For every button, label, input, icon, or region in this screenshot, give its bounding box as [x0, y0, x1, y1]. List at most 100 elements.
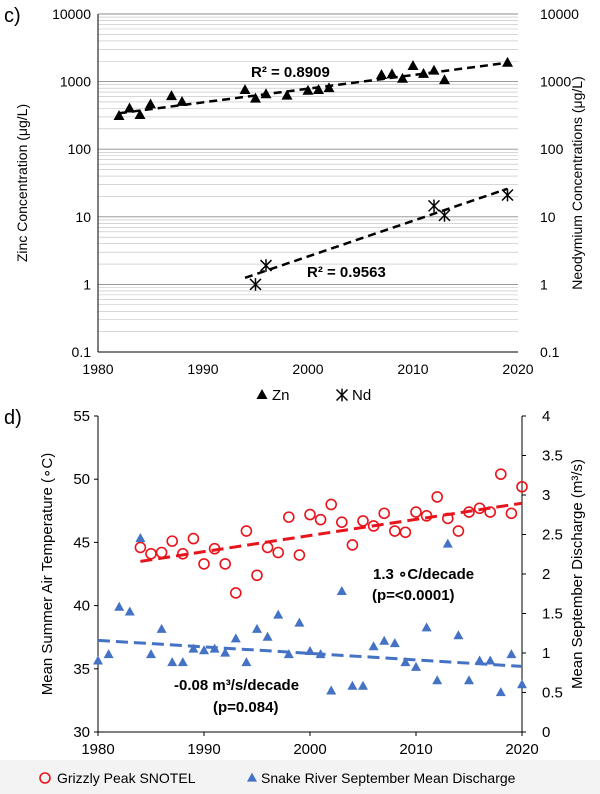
c-zn-point [281, 89, 293, 100]
c-zn-point [113, 110, 125, 120]
d-discharge-point [315, 649, 326, 659]
d-ytick-left: 45 [73, 534, 90, 551]
d-temp-point [155, 546, 168, 559]
d-discharge-point [400, 657, 411, 667]
d-temp-point [399, 526, 412, 539]
d-ylabel-left: Mean Summer Air Temperature (∘C) [39, 453, 56, 696]
c-zn-point [323, 82, 335, 93]
d-temp-point [357, 515, 369, 527]
d-discharge-point [506, 649, 517, 659]
c-zn-point [376, 69, 387, 80]
d-ytick-left: 55 [73, 408, 90, 425]
d-temp-point [208, 542, 221, 555]
d-temp-point [325, 498, 338, 511]
d-discharge-point [241, 657, 252, 667]
d-temp-point [272, 546, 285, 559]
d-discharge-point [252, 623, 262, 633]
d-discharge-point [283, 649, 294, 659]
d-discharge-point [347, 680, 358, 690]
d-temp-point [145, 547, 157, 560]
c-zn-point [124, 102, 135, 113]
c-panel-label: c) [4, 5, 21, 27]
c-zn-point [302, 84, 314, 95]
c-zn-point [313, 84, 324, 95]
d-temp-annotation-rate: 1.3 ∘C/decade [373, 566, 474, 583]
d-temp-point [198, 558, 210, 570]
c-ytick-left: 10 [75, 209, 91, 225]
d-temp-point [463, 506, 475, 518]
c-xtick: 2010 [397, 361, 428, 377]
c-ytick-right: 1000 [540, 74, 571, 90]
d-discharge-point [453, 630, 464, 640]
d-ytick-right: 3 [542, 487, 550, 504]
d-ytick-left: 30 [73, 724, 90, 741]
d-discharge-point [188, 643, 199, 653]
d-discharge-point [146, 649, 156, 659]
c-legend-zn-marker [256, 389, 268, 399]
d-discharge-point [199, 645, 209, 655]
c-zn-point [260, 88, 272, 99]
c-nd-trendline [244, 187, 508, 280]
d-xtick: 1980 [81, 741, 114, 758]
c-xtick: 2000 [292, 361, 323, 377]
c-ytick-left: 0.1 [72, 344, 92, 360]
d-discharge-point [389, 638, 400, 648]
d-xtick: 2020 [505, 741, 538, 758]
c-ytick-right: 1 [540, 276, 548, 292]
d-ytick-right: 0.5 [542, 685, 563, 702]
c-zn-point [386, 68, 398, 79]
d-temp-point [484, 506, 497, 518]
c-nd-point [427, 199, 441, 213]
d-legend-temp-label: Grizzly Peak SNOTEL [57, 770, 196, 786]
c-ytick-left: 100 [68, 141, 92, 157]
d-temp-point [314, 513, 327, 526]
c-nd-point [438, 209, 451, 222]
d-temp-point [134, 541, 147, 554]
c-zn-point [176, 96, 188, 106]
c-xtick: 1980 [82, 361, 113, 377]
c-zn-r2-label: R² = 0.8909 [251, 64, 330, 81]
c-zn-point [250, 92, 261, 103]
d-discharge-point [464, 675, 474, 685]
c-ytick-right: 0.1 [540, 344, 560, 360]
d-temp-annotation-p: (p=<0.0001) [372, 587, 455, 604]
c-ylabel-left: Zinc Concentration (μg/L) [14, 104, 30, 262]
d-temp-point [473, 502, 486, 515]
c-ytick-left: 1000 [60, 74, 91, 90]
c-nd-r2-label: R² = 0.9563 [307, 264, 386, 281]
d-discharge-point [474, 655, 485, 665]
d-ytick-right: 2.5 [542, 527, 563, 544]
d-discharge-point [517, 679, 527, 689]
d-temp-point [166, 535, 178, 547]
d-ytick-right: 1.5 [542, 606, 563, 623]
d-ytick-left: 40 [73, 598, 90, 615]
c-xtick: 2020 [502, 361, 533, 377]
d-temp-point [219, 558, 231, 570]
d-temp-point [367, 520, 380, 532]
d-xtick: 1990 [187, 741, 220, 758]
d-discharge-point [93, 655, 103, 665]
c-zn-point [439, 74, 450, 85]
d-legend-discharge-label: Snake River September Mean Discharge [261, 770, 516, 786]
c-zn-point [134, 109, 146, 120]
d-discharge-point [495, 687, 506, 697]
c-zn-point [418, 67, 429, 78]
d-discharge-point [209, 643, 220, 653]
c-zn-point [166, 90, 177, 101]
d-discharge-point [114, 601, 125, 611]
c-xtick: 1990 [187, 361, 218, 377]
d-temp-point [431, 491, 444, 503]
d-ytick-right: 2 [542, 566, 550, 583]
d-temp-point [388, 525, 401, 537]
c-zn-point [502, 56, 513, 67]
d-panel-label: d) [4, 407, 22, 429]
d-discharge-point [305, 646, 315, 656]
d-discharge-point [156, 623, 167, 633]
c-legend-zn-label: Zn [272, 387, 290, 404]
d-temp-point [441, 512, 454, 525]
d-discharge-point [103, 649, 114, 659]
d-temp-point [494, 468, 507, 480]
d-discharge-point [336, 585, 347, 595]
c-ytick-right: 10 [540, 209, 556, 225]
